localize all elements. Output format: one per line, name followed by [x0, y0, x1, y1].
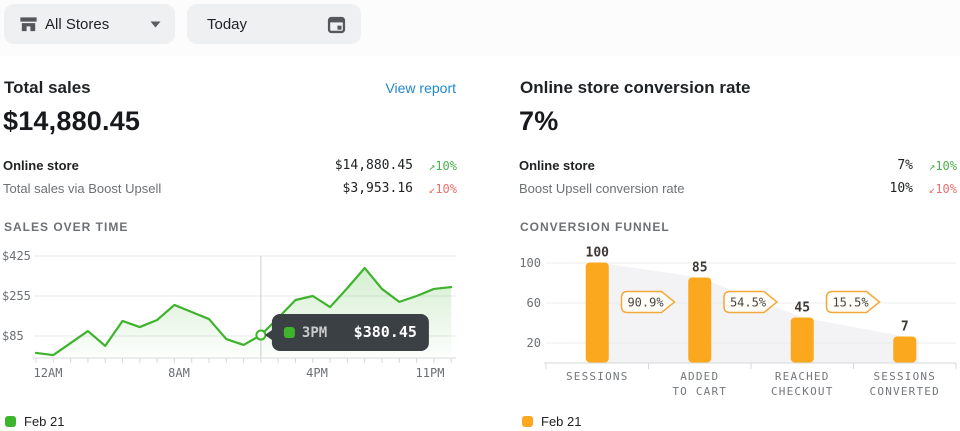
drop-rate-label: 15.5%	[832, 296, 869, 310]
metric-label: Total sales via Boost Upsell	[3, 181, 162, 196]
total-sales-header: Total sales View report	[4, 78, 456, 98]
conversion-rows: Online store 7% ↗10% Boost Upsell conver…	[519, 154, 957, 200]
date-filter-button[interactable]: Today	[187, 4, 361, 44]
funnel-bar[interactable]	[688, 277, 712, 363]
metric-label: Online store	[519, 158, 595, 173]
view-report-link[interactable]: View report	[385, 80, 456, 96]
funnel-legend: Feb 21	[522, 414, 581, 429]
trend-up-icon: ↗	[928, 159, 936, 173]
x-axis-label: 4PM	[306, 366, 328, 380]
sales-line	[34, 266, 453, 357]
category-label: SESSIONS	[873, 370, 936, 383]
conversion-funnel-chart[interactable]: 100 60 20 100 85 45 7 90.9% 54.5% 15.5% SESSIONS AD…	[515, 246, 960, 398]
x-axis	[544, 362, 957, 369]
metric-delta: ↙10%	[428, 181, 457, 196]
trend-down-icon: ↙	[928, 182, 936, 196]
x-axis: 12AM 8AM 4PM 11PM	[33, 357, 456, 380]
bar-value-label: 7	[901, 320, 909, 335]
category-label: CONVERTED	[870, 385, 940, 398]
metric-label: Boost Upsell conversion rate	[519, 181, 685, 196]
legend-swatch-orange	[522, 416, 533, 427]
metric-delta: ↗10%	[928, 158, 957, 173]
storefront-icon	[18, 14, 39, 35]
calendar-icon	[326, 14, 347, 35]
total-sales-title: Total sales	[4, 78, 91, 97]
trend-up-icon: ↗	[428, 159, 436, 173]
legend-label: Feb 21	[541, 414, 582, 429]
conversion-title: Online store conversion rate	[520, 78, 751, 97]
category-label: CHECKOUT	[771, 385, 834, 398]
tooltip-series-swatch	[283, 327, 295, 338]
drop-rate-label: 54.5%	[730, 296, 767, 310]
funnel-bar[interactable]	[790, 317, 814, 363]
metric-delta: ↙10%	[928, 181, 957, 196]
bar-value-label: 45	[794, 301, 810, 316]
y-axis-label: 100	[519, 256, 541, 270]
drop-rate-label: 90.9%	[627, 296, 664, 310]
bar-value-label: 100	[586, 246, 610, 261]
y-axis-label: $425	[2, 249, 31, 263]
metric-row-boost-upsell: Total sales via Boost Upsell $3,953.16 ↙…	[3, 177, 457, 200]
sales-over-time-title: SALES OVER TIME	[4, 220, 129, 234]
x-axis-label: 12AM	[34, 366, 63, 380]
category-label: SESSIONS	[566, 370, 629, 383]
category-label: REACHED	[775, 370, 830, 383]
bar-value-label: 85	[692, 261, 708, 276]
funnel-bar[interactable]	[585, 262, 609, 363]
metric-label: Online store	[3, 158, 79, 173]
metric-value: $14,880.45	[334, 158, 413, 173]
drop-rate-badge: 90.9%	[620, 290, 676, 314]
chevron-down-icon	[150, 21, 161, 28]
sales-over-time-chart[interactable]: $425 $255 $85 12AM 8AM 4PM 11PM 3PM $380.45	[0, 246, 470, 398]
category-label: TO CART	[672, 385, 727, 398]
metric-row-boost-upsell: Boost Upsell conversion rate 10% ↙10%	[519, 177, 957, 200]
metric-value: $3,953.16	[342, 181, 413, 196]
legend-swatch-green	[5, 416, 16, 427]
store-filter-label: All Stores	[45, 15, 110, 33]
metric-delta: ↗10%	[428, 158, 457, 173]
total-sales-rows: Online store $14,880.45 ↗10% Total sales…	[3, 154, 457, 200]
drop-rate-badge: 54.5%	[723, 290, 779, 314]
funnel-bar[interactable]	[893, 336, 917, 363]
sales-legend: Feb 21	[5, 414, 64, 429]
category-label: ADDED	[680, 370, 719, 383]
drop-rate-badge: 15.5%	[825, 290, 881, 314]
total-sales-amount: $14,880.45	[3, 106, 141, 136]
y-axis-label: $255	[2, 289, 31, 303]
store-filter-button[interactable]: All Stores	[4, 4, 175, 44]
conversion-header: Online store conversion rate	[520, 78, 956, 98]
y-axis-label: $85	[2, 329, 24, 343]
x-axis-label: 8AM	[168, 366, 190, 380]
trend-down-icon: ↙	[428, 182, 436, 196]
metric-row-online-store: Online store 7% ↗10%	[519, 154, 957, 177]
metric-value: 10%	[889, 181, 913, 196]
conversion-rate: 7%	[519, 106, 559, 136]
y-axis-label: 60	[527, 296, 541, 310]
hover-point-marker	[255, 329, 267, 341]
tooltip-time: 3PM	[302, 325, 327, 341]
legend-label: Feb 21	[24, 414, 65, 429]
x-axis-label: 11PM	[416, 366, 445, 380]
chart-tooltip: 3PM $380.45	[264, 314, 429, 351]
date-filter-label: Today	[207, 15, 248, 33]
y-axis-label: 20	[527, 336, 541, 350]
tooltip-value: $380.45	[354, 323, 417, 341]
conversion-funnel-title: CONVERSION FUNNEL	[520, 220, 670, 234]
filters-topbar: All Stores Today	[0, 0, 960, 56]
metric-value: 7%	[897, 158, 913, 173]
metric-row-online-store: Online store $14,880.45 ↗10%	[3, 154, 457, 177]
